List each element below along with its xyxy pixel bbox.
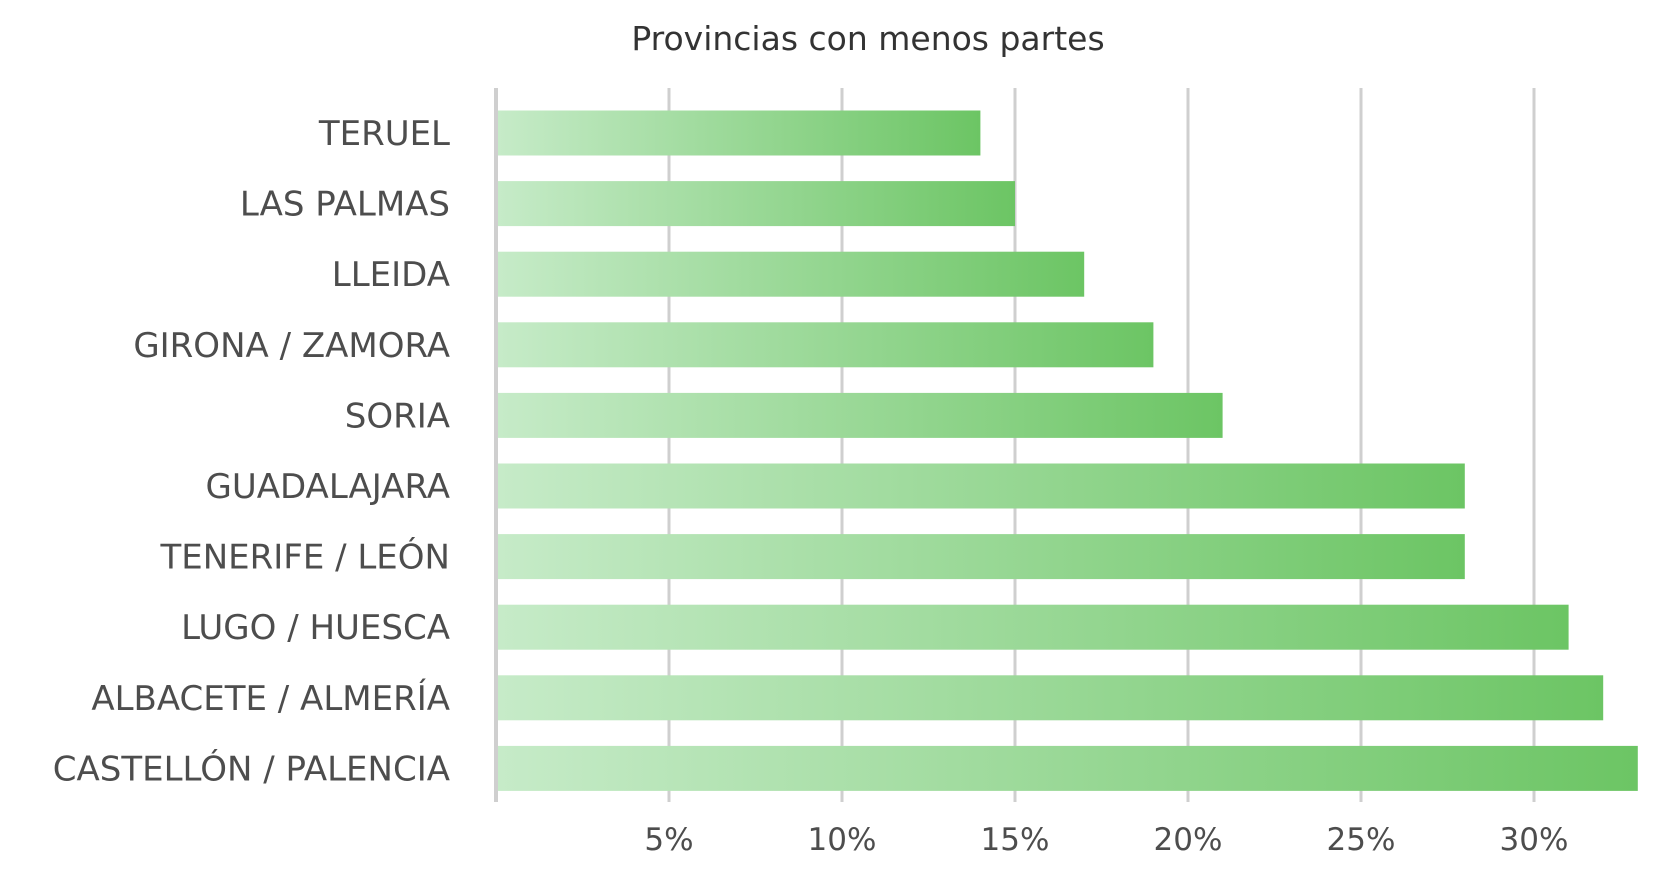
- bar: [498, 322, 1154, 368]
- x-tick-labels: 5% 10% 15% 20% 25% 30%: [644, 822, 1568, 858]
- x-tick-label: 5%: [644, 822, 693, 858]
- category-label: GUADALAJARA: [205, 467, 450, 507]
- x-tick-label: 25%: [1327, 822, 1396, 858]
- bar: [498, 251, 1085, 297]
- category-label: TERUEL: [318, 114, 450, 154]
- bar: [498, 110, 981, 156]
- category-label: LLEIDA: [332, 255, 450, 295]
- category-label: GIRONA / ZAMORA: [133, 326, 450, 366]
- category-label: CASTELLÓN / PALENCIA: [53, 748, 450, 789]
- x-tick-label: 20%: [1154, 822, 1223, 858]
- bar: [498, 392, 1223, 438]
- bar: [498, 181, 1015, 227]
- bar: [498, 604, 1569, 650]
- bar: [498, 534, 1465, 580]
- bar: [498, 745, 1638, 791]
- chart-title: Provincias con menos partes: [631, 19, 1104, 58]
- x-tick-label: 15%: [981, 822, 1050, 858]
- bar: [498, 675, 1604, 721]
- bars: [498, 110, 1638, 791]
- category-label: LAS PALMAS: [240, 185, 450, 225]
- x-tick-label: 10%: [808, 822, 877, 858]
- category-label: LUGO / HUESCA: [181, 608, 450, 648]
- category-label: TENERIFE / LEÓN: [159, 537, 450, 578]
- bar: [498, 463, 1465, 509]
- category-label: SORIA: [345, 396, 450, 436]
- x-tick-label: 30%: [1500, 822, 1569, 858]
- category-label: ALBACETE / ALMERÍA: [91, 678, 450, 719]
- category-labels: TERUEL LAS PALMAS LLEIDA GIRONA / ZAMORA SOR…: [53, 114, 450, 789]
